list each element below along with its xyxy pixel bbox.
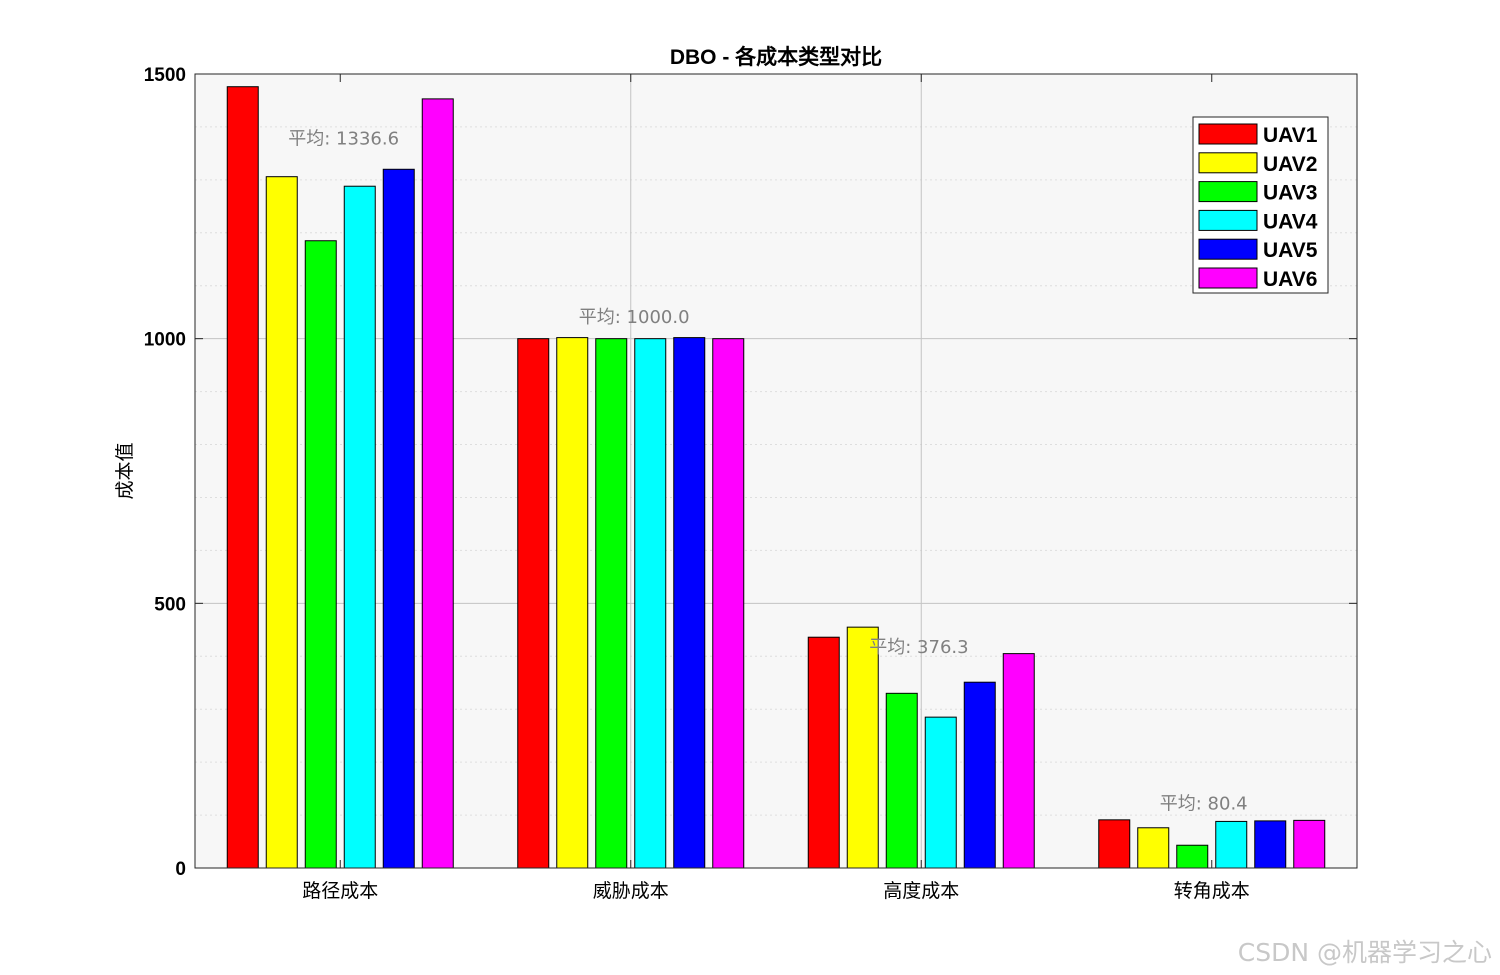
y-axis-label: 成本值 xyxy=(114,442,136,499)
bar-uav5-1 xyxy=(673,337,706,869)
bar-uav6-2 xyxy=(1002,653,1035,869)
bar-uav4-0 xyxy=(343,185,376,869)
bar-uav2-3 xyxy=(1137,827,1170,869)
bar-uav5-3 xyxy=(1254,820,1287,869)
bar-uav6-1 xyxy=(712,338,745,869)
bar-uav4-1 xyxy=(634,338,667,869)
y-tick-label: 500 xyxy=(154,594,186,615)
bar-uav3-1 xyxy=(595,338,628,869)
watermark: CSDN @机器学习之心 xyxy=(1237,938,1492,967)
bar-uav5-0 xyxy=(382,168,415,869)
grid xyxy=(195,74,1357,868)
bar-uav2-0 xyxy=(265,176,298,869)
legend-label-uav4: UAV4 xyxy=(1263,210,1318,233)
bar-uav4-3 xyxy=(1215,820,1248,869)
legend-label-uav1: UAV1 xyxy=(1263,124,1318,147)
bar-uav6-0 xyxy=(421,98,454,869)
legend-label-uav6: UAV6 xyxy=(1263,268,1317,291)
legend-label-uav3: UAV3 xyxy=(1263,182,1317,205)
legend-box xyxy=(1192,116,1329,294)
average-labels: 平均: 1336.6 平均: 1000.0 平均: 376.3 平均: 80.4 xyxy=(288,129,1247,815)
average-label: 平均: 1336.6 xyxy=(288,129,399,150)
bar-uav3-3 xyxy=(1176,844,1209,869)
legend-label-uav5: UAV5 xyxy=(1263,239,1318,262)
bar-uav1-0 xyxy=(226,86,259,869)
legend-swatch-uav3 xyxy=(1198,181,1258,203)
y-tick-label: 1000 xyxy=(144,330,186,351)
y-tick-label: 0 xyxy=(175,859,186,880)
average-label: 平均: 376.3 xyxy=(869,637,968,658)
x-tick-label: 威胁成本 xyxy=(593,880,669,902)
bar-uav6-3 xyxy=(1293,819,1326,869)
legend-swatch-uav4 xyxy=(1198,209,1258,231)
chart-title: DBO - 各成本类型对比 xyxy=(670,45,882,69)
legend-items: UAV1 UAV2 UAV3 UAV4 UAV5 UAV6 xyxy=(1198,123,1318,291)
ticks: 0 500 1000 1500 路径成本 威胁成本 高度成本 转角成本 xyxy=(144,65,1357,902)
x-tick-label: 高度成本 xyxy=(883,880,959,902)
bar-uav1-3 xyxy=(1098,819,1131,869)
bar-uav5-2 xyxy=(963,681,996,869)
bar-uav3-2 xyxy=(885,692,918,869)
x-tick-label: 路径成本 xyxy=(302,880,378,902)
average-label: 平均: 80.4 xyxy=(1160,794,1248,815)
bar-uav1-2 xyxy=(807,636,840,869)
legend-swatch-uav2 xyxy=(1198,152,1258,174)
legend: UAV1 UAV2 UAV3 UAV4 UAV5 UAV6 xyxy=(1192,116,1329,294)
bar-uav2-1 xyxy=(556,337,589,869)
bar-uav3-0 xyxy=(304,240,337,869)
legend-swatch-uav5 xyxy=(1198,238,1258,260)
bar-uav2-2 xyxy=(846,626,879,869)
bars xyxy=(226,86,1326,869)
plot-frame xyxy=(194,73,1358,869)
x-tick-label: 转角成本 xyxy=(1174,880,1250,902)
y-tick-label: 1500 xyxy=(144,65,186,86)
bar-uav4-2 xyxy=(924,716,957,869)
average-label: 平均: 1000.0 xyxy=(579,307,690,328)
legend-swatch-uav6 xyxy=(1198,267,1258,289)
legend-label-uav2: UAV2 xyxy=(1263,153,1317,176)
bar-uav1-1 xyxy=(517,338,550,869)
legend-swatch-uav1 xyxy=(1198,123,1258,145)
